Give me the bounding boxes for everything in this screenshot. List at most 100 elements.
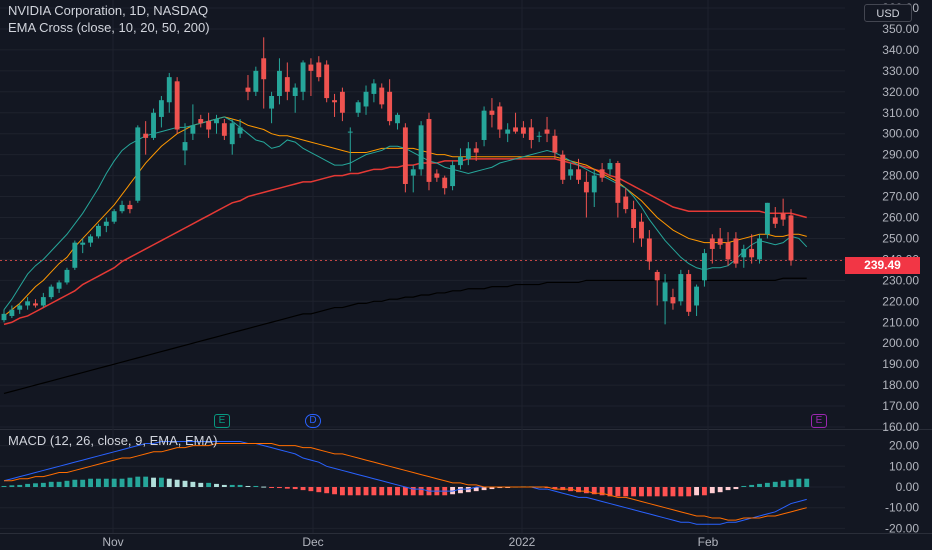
macd-histogram-bar bbox=[48, 481, 54, 487]
macd-histogram-bar bbox=[127, 477, 133, 487]
macd-histogram-bar bbox=[481, 487, 487, 491]
candle-body bbox=[623, 196, 629, 210]
candle-body bbox=[607, 163, 613, 170]
macd-histogram-bar bbox=[229, 484, 235, 487]
macd-histogram-bar bbox=[741, 485, 747, 487]
macd-signal-line bbox=[4, 443, 807, 521]
candle-body bbox=[481, 110, 487, 140]
candle-body bbox=[772, 217, 778, 224]
macd-histogram-bar bbox=[371, 487, 377, 496]
macd-histogram-bar bbox=[379, 487, 385, 496]
candle-body bbox=[497, 106, 503, 130]
macd-histogram-bar bbox=[151, 477, 156, 487]
macd-line bbox=[3, 440, 807, 525]
candle-body bbox=[528, 127, 534, 140]
macd-histogram-bar bbox=[623, 487, 629, 497]
ema-200-line bbox=[3, 277, 807, 395]
candle-body bbox=[166, 77, 172, 103]
macd-histogram-bar bbox=[772, 481, 778, 487]
dividend-event-marker[interactable]: D bbox=[305, 414, 321, 428]
macd-histogram-bar bbox=[269, 487, 275, 488]
price-tick-label: 170.00 bbox=[882, 399, 919, 413]
macd-histogram-bar bbox=[725, 487, 731, 491]
price-tick-label: 290.00 bbox=[882, 148, 919, 162]
candle-body bbox=[1, 313, 7, 321]
candle-body bbox=[339, 91, 345, 113]
symbol-title[interactable]: NVIDIA Corporation, 1D, NASDAQ bbox=[8, 3, 209, 18]
macd-histogram-bar bbox=[17, 484, 23, 487]
candle-body bbox=[520, 127, 526, 134]
macd-histogram-bar bbox=[40, 482, 46, 487]
macd-histogram-bar bbox=[709, 487, 715, 494]
macd-histogram-bar bbox=[717, 487, 723, 493]
price-tick-label: 260.00 bbox=[882, 211, 919, 225]
candle-body bbox=[639, 221, 644, 239]
macd-histogram-bar bbox=[418, 487, 424, 496]
macd-histogram-bar bbox=[214, 483, 219, 487]
candle-body bbox=[450, 165, 456, 187]
candle-body bbox=[324, 64, 330, 99]
candle-body bbox=[48, 286, 54, 298]
last-price-label: 239.49 bbox=[845, 257, 920, 274]
candle-body bbox=[576, 169, 581, 180]
candle-body bbox=[709, 238, 715, 249]
candle-body bbox=[277, 70, 282, 96]
earnings-upcoming-marker[interactable]: E bbox=[811, 414, 827, 428]
macd-histogram-bar bbox=[591, 487, 597, 495]
candle-body bbox=[465, 148, 471, 159]
candle-body bbox=[757, 238, 762, 260]
candle-body bbox=[221, 123, 227, 136]
candle-body bbox=[9, 309, 15, 316]
time-tick-label: Dec bbox=[302, 535, 323, 549]
macd-histogram-bar bbox=[757, 483, 762, 487]
candle-body bbox=[182, 142, 188, 151]
candle-body bbox=[583, 181, 589, 193]
macd-histogram-bar bbox=[631, 487, 637, 497]
macd-histogram-bar bbox=[576, 487, 581, 493]
candle-body bbox=[741, 248, 747, 258]
macd-histogram-bar bbox=[465, 487, 471, 493]
candle-body bbox=[670, 297, 676, 304]
macd-histogram-bar bbox=[245, 485, 251, 487]
macd-histogram-bar bbox=[497, 487, 503, 489]
macd-histogram-bar bbox=[237, 484, 243, 487]
candle-body bbox=[387, 91, 393, 122]
ema-cross-legend[interactable]: EMA Cross (close, 10, 20, 50, 200) bbox=[8, 20, 210, 35]
currency-selector[interactable]: USD bbox=[864, 4, 912, 22]
candle-body bbox=[80, 242, 86, 245]
macd-histogram-bar bbox=[654, 487, 660, 497]
candle-body bbox=[127, 204, 133, 210]
macd-legend[interactable]: MACD (12, 26, close, 9, EMA, EMA) bbox=[8, 433, 218, 448]
macd-histogram-bar bbox=[788, 479, 794, 487]
candle-body bbox=[410, 169, 416, 176]
candle-body bbox=[143, 133, 149, 138]
macd-histogram-bar bbox=[544, 487, 550, 489]
candle-body bbox=[214, 119, 219, 124]
macd-histogram-bar bbox=[56, 481, 62, 487]
candle-body bbox=[17, 305, 23, 310]
macd-histogram-bar bbox=[450, 487, 456, 495]
candle-body bbox=[631, 209, 637, 228]
macd-tick-label: 0.00 bbox=[896, 480, 920, 494]
candle-body bbox=[725, 242, 731, 260]
candle-body bbox=[151, 112, 156, 138]
macd-histogram-bar bbox=[749, 484, 755, 487]
candle-body bbox=[347, 131, 353, 133]
candle-body bbox=[544, 129, 550, 134]
macd-histogram-bar bbox=[135, 476, 141, 487]
candle-body bbox=[198, 119, 204, 124]
macd-histogram-bar bbox=[395, 487, 400, 496]
candle-body bbox=[269, 95, 275, 109]
macd-histogram-bar bbox=[166, 478, 172, 487]
candle-body bbox=[442, 177, 448, 189]
candle-body bbox=[96, 225, 101, 237]
macd-histogram-bar bbox=[143, 476, 149, 487]
earnings-event-marker[interactable]: E bbox=[214, 414, 230, 428]
candle-body bbox=[615, 163, 621, 203]
macd-histogram-bar bbox=[174, 479, 180, 487]
candle-body bbox=[764, 202, 770, 235]
macd-histogram-bar bbox=[198, 482, 204, 487]
candle-body bbox=[190, 125, 196, 134]
